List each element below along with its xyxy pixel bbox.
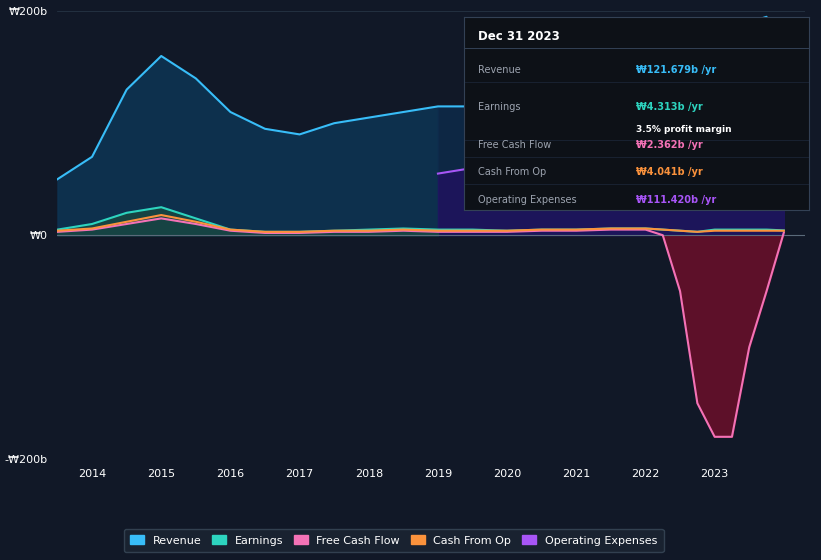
Legend: Revenue, Earnings, Free Cash Flow, Cash From Op, Operating Expenses: Revenue, Earnings, Free Cash Flow, Cash … <box>124 529 663 552</box>
Text: Free Cash Flow: Free Cash Flow <box>478 141 551 151</box>
Text: 3.5% profit margin: 3.5% profit margin <box>636 125 732 134</box>
Text: ₩4.041b /yr: ₩4.041b /yr <box>636 167 703 178</box>
Text: Cash From Op: Cash From Op <box>478 167 546 178</box>
Text: ₩111.420b /yr: ₩111.420b /yr <box>636 194 717 204</box>
Text: ₩4.313b /yr: ₩4.313b /yr <box>636 102 703 112</box>
Text: Earnings: Earnings <box>478 102 521 112</box>
Text: Operating Expenses: Operating Expenses <box>478 194 576 204</box>
Text: Revenue: Revenue <box>478 65 521 75</box>
Text: Dec 31 2023: Dec 31 2023 <box>478 30 559 43</box>
Text: ₩121.679b /yr: ₩121.679b /yr <box>636 65 717 75</box>
Text: ₩2.362b /yr: ₩2.362b /yr <box>636 141 703 151</box>
